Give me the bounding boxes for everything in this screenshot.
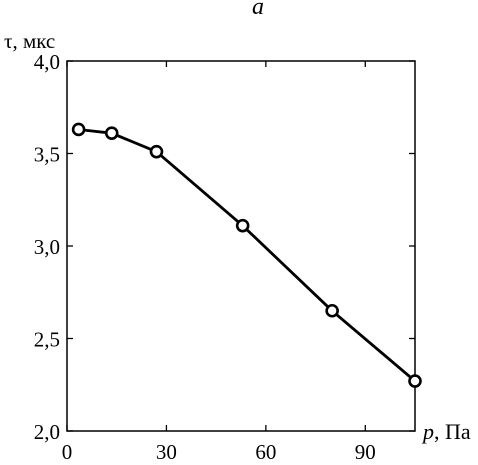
data-point-4	[325, 303, 339, 318]
panel-label: a	[252, 0, 264, 20]
x-axis-unit: , Па	[434, 419, 471, 444]
x-tick-label-0: 0	[62, 440, 73, 464]
data-point-1	[104, 126, 119, 140]
x-tick-label-1: 30	[156, 440, 177, 464]
data-point-2	[149, 144, 164, 159]
y-tick-label-2: 3,0	[34, 235, 60, 259]
x-tick-label-3: 90	[355, 440, 376, 464]
y-axis-label: τ, мкс	[4, 29, 55, 53]
x-axis-symbol: p	[421, 419, 434, 444]
plot-frame	[66, 60, 416, 432]
x-tick-label-2: 60	[255, 440, 276, 464]
y-tick-label-1: 2,5	[34, 328, 60, 352]
x-axis-label: p, Па	[421, 419, 471, 444]
axis-ticks	[66, 60, 415, 432]
tick-labels: 0 30 60 90 2,0 2,5 3,0 3,5 4,0	[34, 50, 376, 464]
y-tick-label-4: 4,0	[34, 50, 60, 74]
data-point-3	[235, 218, 250, 233]
y-tick-label-3: 3,5	[34, 143, 60, 167]
data-series	[71, 122, 422, 388]
series-line-0	[78, 128, 416, 383]
data-point-0	[71, 122, 86, 137]
data-point-5	[408, 374, 422, 388]
y-tick-label-0: 2,0	[34, 420, 60, 444]
